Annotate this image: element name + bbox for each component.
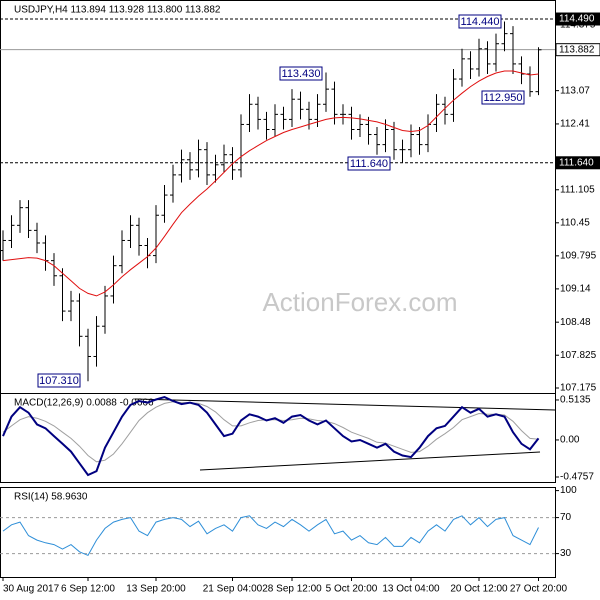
annotation: 113.430 [279,66,323,81]
x-tick-label: 6 Sep 12:00 [61,584,115,595]
x-tick-label: 27 Oct 20:00 [510,584,568,595]
annotation-label: 107.310 [39,375,79,387]
level-label: 114.490 [559,14,595,25]
y-tick-label: 111.105 [560,184,595,195]
y-tick-label: -0.4757 [560,472,594,483]
y-tick-label: 100 [560,485,577,496]
y-tick-label: 70 [560,512,572,523]
annotation-label: 111.640 [350,158,388,170]
y-tick-label: 107.175 [560,383,597,394]
x-tick-label: 5 Oct 20:00 [326,584,378,595]
level-label: 111.640 [559,157,594,168]
panel-frame [0,0,556,394]
x-tick-label: 20 Oct 12:00 [450,584,508,595]
y-tick-label: 112.41 [560,119,590,130]
x-tick-label: 13 Sep 20:00 [126,584,186,595]
trend-line [199,451,541,471]
annotation: 111.640 [347,156,391,171]
x-tick-label: 28 Sep 12:00 [262,584,322,595]
line [2,70,539,297]
trend-line [134,398,556,411]
y-tick-label: 113.07 [560,85,590,96]
level-box [555,12,600,26]
annotation: 112.950 [481,90,525,105]
level-box [555,156,600,170]
y-tick-label: 109.14 [560,284,591,295]
line [2,396,540,477]
annotation-label: 113.430 [282,68,321,80]
y-tick-label: 110.45 [560,217,590,228]
x-tick-label: 21 Sep 04:00 [203,584,263,595]
annotation-label: 114.440 [461,16,500,28]
panel-title: RSI(14) 58.9630 [14,492,88,503]
annotation-label: 112.950 [484,92,523,104]
annotation: 114.440 [458,14,502,29]
line [2,515,539,557]
annotation: 107.310 [37,373,81,388]
level-box [555,43,600,57]
y-tick-label: 108.48 [560,317,591,328]
panel-frame [0,487,556,578]
y-tick-label: 0.00 [560,435,580,446]
x-tick-label: 30 Aug 2017 [3,584,60,595]
panel-title: MACD(12,26,9) 0.0088 -0.0666 [14,398,154,409]
y-tick-label: 107.825 [560,350,597,361]
panel-title: USDJPY,H4 113.894 113.928 113.800 113.88… [14,5,221,16]
y-tick-label: 109.795 [560,250,597,261]
level-label: 113.882 [559,44,595,55]
y-tick-label: 30 [560,548,572,559]
watermark: ActionForex.com [262,287,457,317]
x-tick-label: 13 Oct 04:00 [382,584,440,595]
y-tick-label: 0.5135 [560,395,591,406]
panel-frame [0,393,556,483]
